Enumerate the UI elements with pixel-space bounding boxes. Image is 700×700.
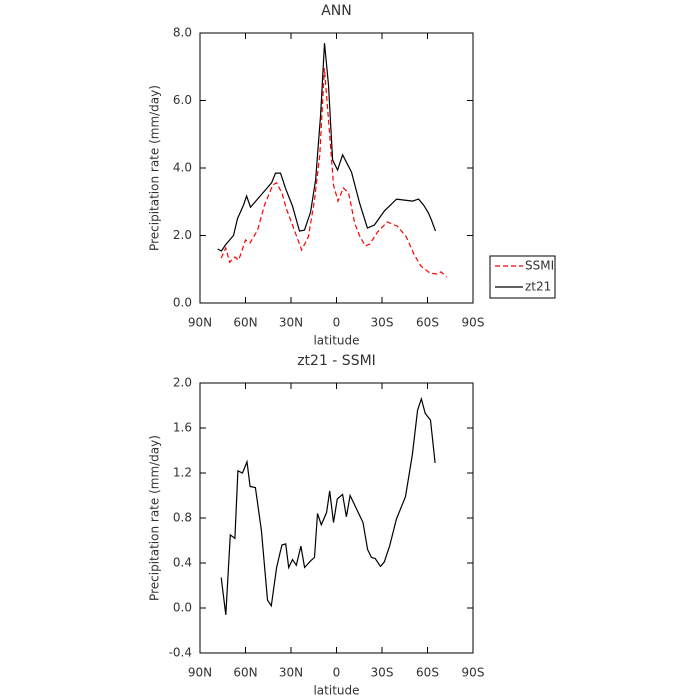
- data-line: [217, 43, 437, 252]
- x-tick-label: 60N: [233, 316, 257, 330]
- y-tick-label: 0.4: [173, 556, 192, 570]
- x-tick-label: 60S: [416, 316, 439, 330]
- x-tick-label: 30N: [279, 666, 303, 680]
- y-tick-label: 8.0: [173, 26, 192, 40]
- y-tick-label: 2.0: [173, 228, 192, 242]
- y-tick-label: 0.8: [173, 511, 192, 525]
- chart-title: ANN: [321, 3, 352, 19]
- y-tick-label: 1.2: [173, 466, 192, 480]
- legend-box: [489, 255, 556, 299]
- x-axis-label: latitude: [313, 334, 359, 348]
- x-axis-label: latitude: [313, 684, 359, 698]
- x-tick-label: 30S: [371, 316, 394, 330]
- x-tick-label: 30N: [279, 316, 303, 330]
- y-tick-label: 0.0: [173, 601, 192, 615]
- x-tick-label: 90N: [188, 666, 212, 680]
- x-tick-label: 0: [333, 316, 341, 330]
- data-line: [220, 396, 436, 615]
- y-axis-label: Precipitation rate (mm/day): [148, 85, 162, 251]
- y-tick-label: -0.4: [169, 646, 192, 660]
- x-tick-label: 90S: [462, 666, 485, 680]
- x-tick-label: 60N: [233, 666, 257, 680]
- chart-title: zt21 - SSMI: [297, 353, 376, 369]
- y-tick-label: 0.0: [173, 296, 192, 310]
- x-tick-label: 0: [333, 666, 341, 680]
- y-tick-label: 4.0: [173, 161, 192, 175]
- y-tick-label: 6.0: [173, 93, 192, 107]
- x-tick-label: 90N: [188, 316, 212, 330]
- plot-frame: [199, 382, 474, 654]
- x-tick-label: 30S: [371, 666, 394, 680]
- legend-label: SSMI: [525, 259, 554, 273]
- y-tick-label: 2.0: [173, 376, 192, 390]
- legend-label: zt21: [525, 280, 551, 294]
- y-axis-label: Precipitation rate (mm/day): [148, 435, 162, 601]
- data-line: [220, 68, 447, 278]
- y-tick-label: 1.6: [173, 421, 192, 435]
- x-tick-label: 60S: [416, 666, 439, 680]
- x-tick-label: 90S: [462, 316, 485, 330]
